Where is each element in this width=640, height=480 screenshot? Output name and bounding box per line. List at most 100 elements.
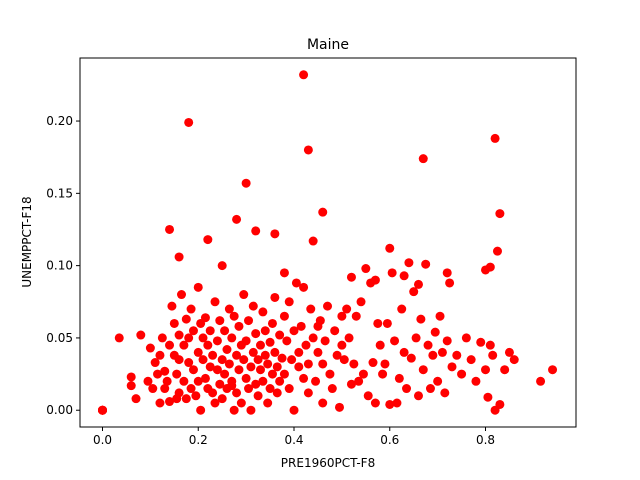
data-point (229, 311, 239, 321)
data-point (318, 207, 328, 217)
data-point (358, 369, 368, 379)
data-point (251, 329, 261, 339)
data-point (351, 311, 361, 321)
data-point (200, 313, 210, 323)
data-point (126, 381, 136, 391)
data-point (354, 376, 364, 386)
data-point (169, 318, 179, 328)
data-point (210, 297, 220, 307)
data-point (442, 268, 452, 278)
data-point (114, 333, 124, 343)
data-point (191, 391, 201, 401)
data-point (349, 359, 359, 369)
data-point (413, 279, 423, 289)
data-point (411, 333, 421, 343)
data-point (165, 340, 175, 350)
data-point (287, 355, 297, 365)
data-point (392, 398, 402, 408)
data-point (344, 333, 354, 343)
x-axis-ticks: 0.0 0.2 0.4 0.6 0.8 (93, 427, 495, 447)
data-point (188, 365, 198, 375)
data-point (234, 321, 244, 331)
data-point (162, 376, 172, 386)
data-point (440, 388, 450, 398)
data-point (330, 326, 340, 336)
y-tick-label: 0.05 (46, 331, 73, 345)
data-point (495, 399, 505, 409)
data-point (174, 330, 184, 340)
data-point (471, 376, 481, 386)
data-point (284, 297, 294, 307)
data-point (397, 304, 407, 314)
data-point (504, 347, 514, 357)
data-point (375, 340, 385, 350)
data-point (320, 336, 330, 346)
data-point (179, 340, 189, 350)
data-point (136, 330, 146, 340)
data-point (224, 304, 234, 314)
data-point (461, 333, 471, 343)
data-point (208, 350, 218, 360)
data-point (217, 261, 227, 271)
data-point (177, 290, 186, 300)
data-point (404, 258, 414, 268)
data-point (217, 394, 227, 404)
data-point (433, 376, 443, 386)
data-point (279, 369, 289, 379)
x-axis-label: PRE1960PCT-F8 (281, 456, 375, 470)
data-point (215, 316, 225, 326)
data-point (284, 384, 294, 394)
data-point (406, 353, 416, 363)
data-point (437, 347, 447, 357)
data-point (342, 304, 352, 314)
data-point (315, 316, 325, 326)
data-point (291, 278, 301, 288)
data-point (208, 388, 218, 398)
data-point (215, 379, 225, 389)
data-point (251, 226, 261, 236)
data-point (196, 405, 206, 415)
data-point (150, 358, 160, 368)
data-point (301, 340, 311, 350)
data-point (500, 365, 510, 375)
x-tick-label: 0.6 (380, 433, 399, 447)
x-tick-label: 0.4 (284, 433, 303, 447)
data-point (299, 70, 309, 80)
data-point (265, 337, 275, 347)
data-point (303, 388, 313, 398)
data-point (239, 290, 249, 300)
data-point (270, 347, 280, 357)
plot-frame (79, 57, 577, 428)
data-point (308, 333, 318, 343)
data-point (193, 347, 203, 357)
data-point (263, 359, 273, 369)
data-point (399, 347, 409, 357)
data-point (148, 384, 158, 394)
data-point (265, 384, 275, 394)
y-tick-label: 0.20 (46, 114, 73, 128)
data-point (165, 224, 175, 234)
data-point (308, 236, 318, 246)
data-point (198, 355, 208, 365)
data-point (260, 326, 270, 336)
data-point (492, 246, 502, 256)
data-point (332, 350, 342, 360)
data-point (325, 369, 335, 379)
data-point (387, 268, 397, 278)
data-point (425, 384, 435, 394)
data-point (275, 376, 285, 386)
data-point (356, 297, 366, 307)
data-point (303, 359, 313, 369)
data-point (399, 271, 409, 281)
data-point (418, 365, 428, 375)
data-point (294, 362, 304, 372)
chart-title: Maine (307, 37, 349, 53)
data-point (418, 154, 428, 164)
data-point (232, 214, 242, 224)
data-point (267, 318, 277, 328)
x-tick-label: 0.8 (476, 433, 495, 447)
data-point (390, 336, 400, 346)
data-point (210, 398, 220, 408)
